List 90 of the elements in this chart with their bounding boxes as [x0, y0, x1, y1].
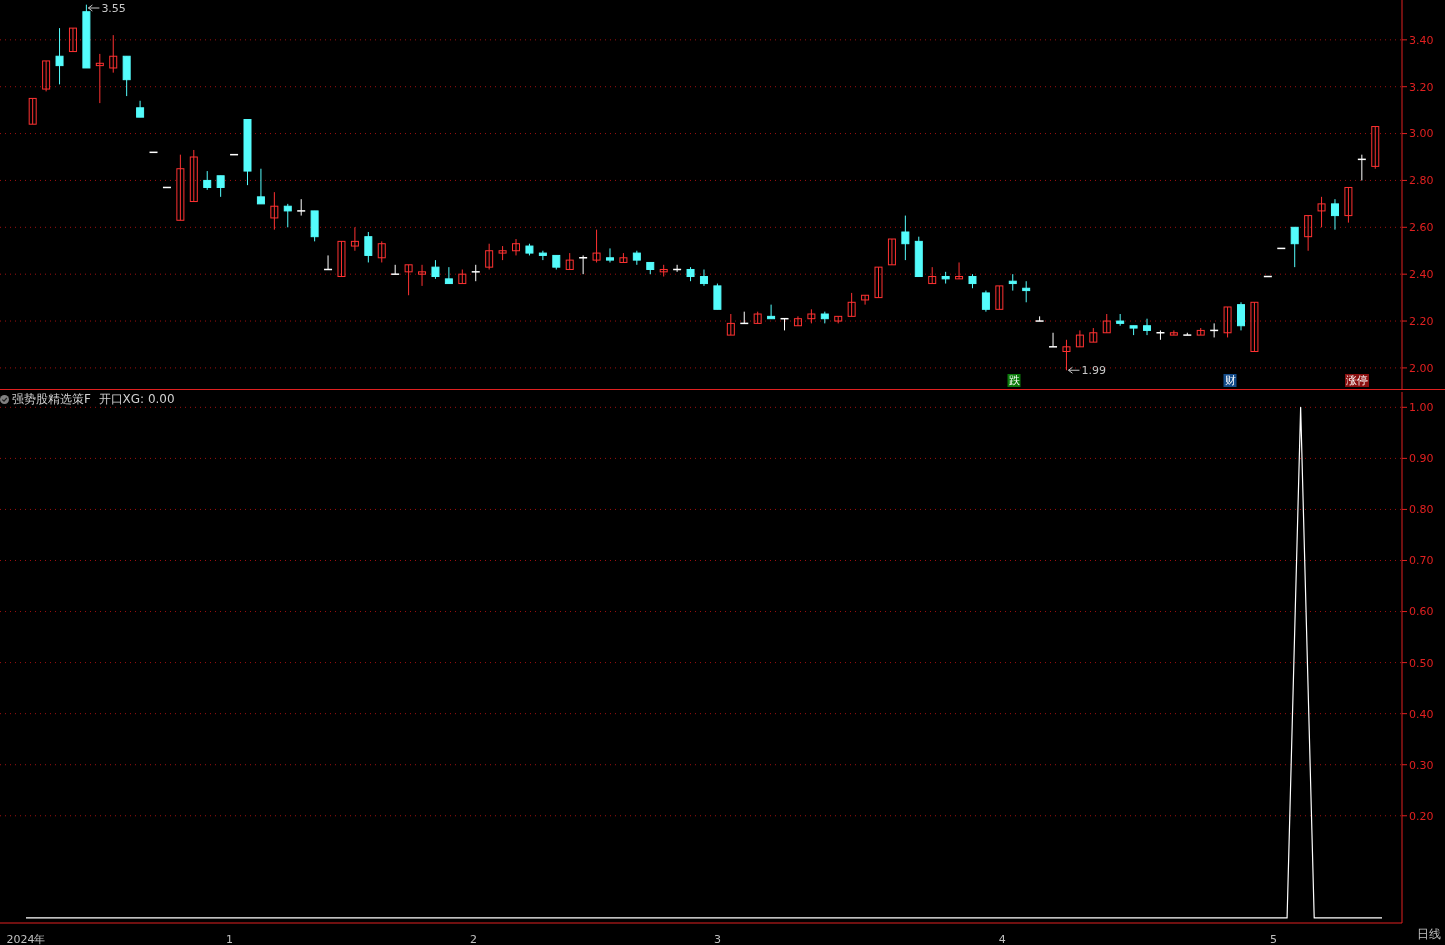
candlestick: [256, 168, 265, 205]
candlestick: [1075, 329, 1084, 348]
candlestick: [216, 175, 225, 198]
candlestick: [578, 254, 588, 275]
candlestick: [592, 229, 601, 263]
candlestick: [1143, 318, 1152, 336]
candlestick: [1371, 126, 1380, 170]
x-tick-label: 2: [469, 933, 477, 945]
candlestick: [861, 294, 870, 306]
candlestick: [955, 261, 964, 280]
y-tick-label: 0.60: [1409, 605, 1434, 619]
candlestick: [431, 259, 440, 280]
y-tick-label: 3.40: [1409, 33, 1434, 47]
candlestick: [1223, 306, 1232, 338]
annotation: 跌: [1007, 374, 1021, 387]
candlestick: [1330, 198, 1339, 231]
candlestick: [713, 283, 722, 310]
y-tick-label: 2.00: [1409, 361, 1434, 375]
chart-title: 强势股精选策F 开口XG: 0.00: [12, 391, 175, 408]
candlestick: [538, 250, 547, 261]
candlestick: [995, 285, 1004, 310]
candlestick: [444, 266, 453, 285]
candlestick: [1022, 280, 1031, 303]
candlestick: [1062, 339, 1071, 371]
annotation: 3.55: [101, 2, 126, 15]
candlestick: [1169, 329, 1178, 336]
candlestick: [1304, 215, 1313, 252]
y-tick-label: 2.40: [1409, 268, 1434, 282]
candlestick: [767, 304, 776, 320]
candlestick: [458, 268, 467, 285]
y-tick-label: 2.80: [1409, 174, 1434, 188]
candlestick: [55, 27, 64, 85]
candlestick: [793, 315, 802, 327]
y-tick-label: 0.30: [1409, 758, 1434, 772]
y-tick-label: 2.60: [1409, 221, 1434, 235]
text: 日线: [1417, 926, 1441, 943]
y-tick-label: 2.20: [1409, 314, 1434, 328]
annotation: 涨停: [1345, 374, 1369, 387]
candlestick: [95, 53, 104, 104]
candlestick: [1048, 332, 1058, 348]
candlestick: [847, 292, 856, 317]
candlestick: [1102, 313, 1111, 334]
y-tick-label: 0.80: [1409, 503, 1434, 517]
candlestick: [364, 231, 373, 263]
candlestick: [296, 198, 306, 217]
y-tick-label: 3.00: [1409, 127, 1434, 141]
x-tick-label: 4: [998, 933, 1006, 945]
candlestick: [176, 154, 185, 221]
candlestick: [350, 226, 359, 252]
candlestick: [901, 215, 910, 261]
x-tick-label: 1: [225, 933, 233, 945]
candlestick: [485, 243, 494, 270]
annotation: 财: [1223, 374, 1237, 387]
candlestick: [404, 264, 413, 296]
y-tick-label: 3.20: [1409, 80, 1434, 94]
candlestick: [726, 313, 735, 336]
candlestick: [981, 290, 990, 313]
candlestick: [122, 55, 131, 97]
y-tick-label: 1.00: [1409, 401, 1434, 415]
candlestick: [203, 170, 212, 191]
candlestick: [874, 266, 883, 299]
candlestick: [605, 247, 614, 263]
y-tick-label: 0.90: [1409, 452, 1434, 466]
y-tick-label: 0.70: [1409, 554, 1434, 568]
y-tick-label: 0.50: [1409, 656, 1434, 670]
candlestick: [337, 240, 346, 278]
candlestick: [1290, 226, 1299, 268]
y-tick-label: 0.20: [1409, 809, 1434, 823]
candlestick: [42, 60, 51, 92]
candlestick: [109, 34, 118, 74]
candlestick: [189, 149, 198, 203]
candlestick: [68, 27, 77, 53]
x-tick-label: 5: [1270, 933, 1278, 945]
candlestick: [377, 240, 386, 263]
candlestick: [28, 97, 37, 125]
x-tick-label: 2024年: [6, 933, 46, 945]
x-tick-label: 3: [714, 933, 722, 945]
candlestick: [699, 268, 708, 287]
candlestick: [283, 203, 292, 228]
candlestick: [512, 238, 521, 256]
candlestick: [1317, 196, 1326, 228]
y-tick-label: 0.40: [1409, 707, 1434, 721]
candlestick: [1344, 186, 1353, 224]
candlestick: [1237, 301, 1245, 331]
candlestick: [270, 191, 279, 231]
candlestick: [928, 266, 937, 285]
candlestick: [887, 238, 896, 266]
candlestick: [418, 264, 427, 287]
candlestick: [1250, 301, 1259, 353]
annotation: 1.99: [1081, 364, 1106, 378]
